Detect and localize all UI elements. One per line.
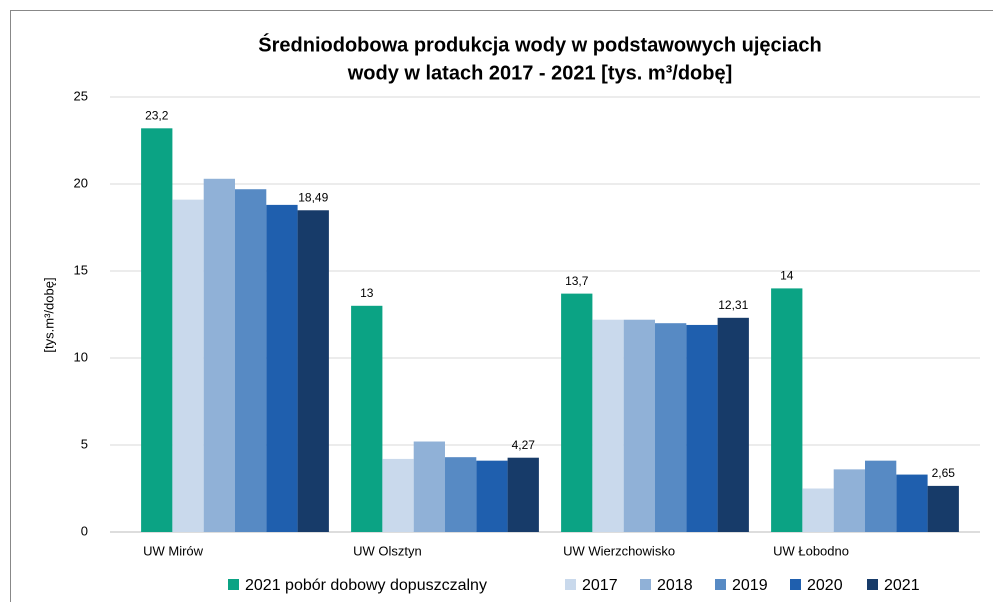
bar	[833, 469, 865, 532]
data-label: 23,2	[145, 108, 169, 122]
data-label: 18,49	[298, 190, 328, 204]
data-label: 12,31	[718, 298, 748, 312]
bar	[802, 488, 834, 532]
x-tick-label: UW Łobodno	[773, 543, 849, 558]
bar	[717, 317, 749, 532]
data-label: 2,65	[932, 466, 956, 480]
legend-label: 2020	[807, 577, 843, 594]
bar	[592, 319, 624, 532]
bar	[561, 293, 593, 532]
data-label: 14	[780, 269, 794, 283]
data-label: 13	[360, 286, 374, 300]
bar	[771, 288, 803, 532]
bar	[507, 457, 539, 532]
legend-swatch	[867, 579, 878, 590]
chart-title: Średniodobowa produkcja wody w podstawow…	[258, 32, 821, 56]
bar	[235, 189, 267, 532]
y-tick-label: 5	[81, 436, 88, 451]
legend-label: 2021 pobór dobowy dopuszczalny	[245, 577, 487, 594]
legend-swatch	[790, 579, 801, 590]
legend-swatch	[640, 579, 651, 590]
x-tick-label: UW Wierzchowisko	[563, 543, 675, 558]
bar	[865, 460, 897, 532]
legend-label: 2019	[732, 577, 768, 594]
data-label: 4,27	[512, 438, 536, 452]
legend-swatch	[715, 579, 726, 590]
bar	[655, 323, 687, 532]
legend-label: 2017	[582, 577, 618, 594]
bar	[351, 305, 383, 532]
y-tick-label: 20	[74, 175, 88, 190]
bar	[172, 199, 204, 532]
legend-swatch	[228, 579, 239, 590]
legend-label: 2018	[657, 577, 693, 594]
chart-title: wody w latach 2017 - 2021 [tys. m³/dobę]	[347, 62, 733, 84]
legend-label: 2021	[884, 577, 920, 594]
bar	[476, 460, 508, 532]
bar	[896, 474, 928, 532]
bar	[686, 324, 718, 532]
bar	[266, 204, 298, 532]
y-tick-label: 15	[74, 262, 88, 277]
y-tick-label: 25	[74, 88, 88, 103]
bar	[382, 458, 414, 532]
legend-swatch	[565, 579, 576, 590]
bar	[141, 128, 173, 532]
bar	[413, 441, 445, 532]
x-tick-label: UW Mirów	[143, 543, 204, 558]
bar	[927, 485, 959, 532]
y-tick-label: 0	[81, 523, 88, 538]
bar	[623, 319, 655, 532]
bar	[203, 178, 235, 532]
x-tick-label: UW Olsztyn	[353, 543, 422, 558]
y-axis-label: [tys.m³/dobę]	[41, 277, 56, 352]
bar	[445, 457, 477, 532]
data-label: 13,7	[565, 274, 589, 288]
bar	[297, 210, 329, 533]
chart-frame	[10, 10, 993, 602]
y-tick-label: 10	[74, 349, 88, 364]
